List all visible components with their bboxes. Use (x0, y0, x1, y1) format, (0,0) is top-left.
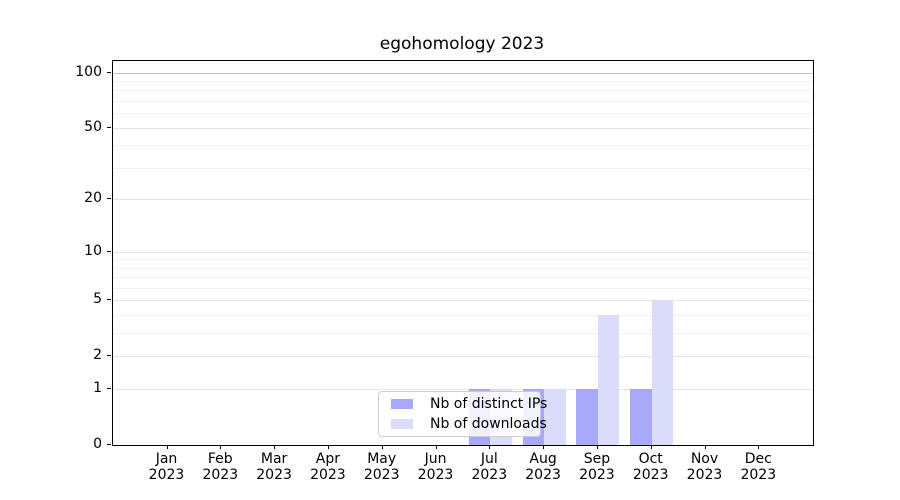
y-tick-label-5: 5 (93, 291, 102, 308)
x-tick-label-jun: Jun 2023 (417, 451, 454, 483)
gridline-y-20 (113, 199, 813, 201)
bar-nb-of-distinct-ips-oct (630, 389, 652, 445)
gridline-y-30 (113, 167, 813, 169)
x-tick-label-apr: Apr 2023 (310, 451, 346, 483)
x-tick-mark-oct (650, 445, 652, 449)
x-tick-label-may: May 2023 (363, 451, 400, 483)
gridline-y-6 (113, 288, 813, 289)
y-tick-label-2: 2 (93, 347, 102, 364)
x-tick-mark-mar (274, 445, 276, 449)
gridline-y-40 (113, 145, 813, 147)
x-tick-mark-jul (489, 445, 491, 449)
gridline-y-1 (113, 389, 813, 391)
gridline-y-70 (113, 101, 813, 102)
gridline-y-9 (113, 259, 813, 261)
x-tick-mark-nov (704, 445, 706, 449)
y-tick-mark-20 (107, 198, 111, 200)
x-tick-mark-sep (596, 445, 598, 449)
x-tick-label-jul: Jul 2023 (471, 451, 508, 483)
gridline-y-5 (113, 300, 813, 302)
y-tick-mark-1 (107, 388, 111, 390)
legend-label-distinct-ips: Nb of distinct IPs (430, 396, 548, 412)
x-tick-mark-dec (758, 445, 760, 449)
y-tick-label-20: 20 (84, 190, 102, 207)
x-tick-mark-feb (220, 445, 222, 449)
legend-swatch-downloads (391, 419, 413, 429)
gridline-y-60 (113, 113, 813, 115)
x-tick-label-oct: Oct 2023 (632, 451, 669, 483)
x-tick-mark-aug (543, 445, 545, 449)
gridline-y-7 (113, 277, 813, 279)
gridline-y-80 (113, 90, 813, 92)
chart-title: egohomology 2023 (379, 34, 545, 54)
x-tick-label-dec: Dec 2023 (740, 451, 777, 483)
y-tick-label-0: 0 (93, 436, 102, 452)
y-tick-label-50: 50 (84, 118, 102, 135)
bar-nb-of-downloads-sep (597, 315, 620, 445)
legend-item-distinct-ips: Nb of distinct IPs (385, 394, 547, 414)
x-tick-mark-may (381, 445, 383, 449)
gridline-y-3 (113, 333, 813, 335)
bar-nb-of-downloads-oct (651, 300, 674, 445)
y-tick-mark-10 (107, 250, 111, 252)
x-tick-mark-jun (435, 445, 437, 449)
x-tick-label-feb: Feb 2023 (202, 451, 239, 483)
plot-area: Nb of distinct IPs Nb of downloads (112, 60, 814, 446)
bar-nb-of-distinct-ips-sep (576, 389, 598, 445)
y-tick-label-10: 10 (84, 242, 102, 259)
x-tick-label-nov: Nov 2023 (686, 451, 723, 483)
gridline-y-8 (113, 267, 813, 269)
y-tick-mark-50 (107, 126, 111, 128)
x-tick-label-aug: Aug 2023 (525, 451, 561, 483)
x-tick-label-sep: Sep 2023 (579, 451, 615, 483)
gridline-y-10 (113, 251, 813, 253)
y-tick-mark-2 (107, 355, 111, 357)
x-tick-label-jan: Jan 2023 (148, 451, 185, 483)
gridline-y-100 (113, 72, 813, 74)
y-tick-label-1: 1 (93, 380, 102, 397)
x-tick-mark-apr (327, 445, 329, 449)
legend-label-downloads: Nb of downloads (430, 416, 547, 432)
y-tick-mark-5 (107, 299, 111, 301)
gridline-y-2 (113, 356, 813, 358)
bar-nb-of-downloads-aug (544, 389, 566, 445)
gridline-y-4 (113, 315, 813, 317)
legend-swatch-distinct-ips (391, 399, 413, 409)
x-tick-mark-jan (166, 445, 168, 449)
y-tick-mark-100 (107, 71, 111, 73)
gridline-y-50 (113, 127, 813, 129)
y-tick-label-100: 100 (75, 63, 102, 80)
x-tick-label-mar: Mar 2023 (256, 451, 292, 483)
legend-item-downloads: Nb of downloads (385, 414, 547, 434)
legend: Nb of distinct IPs Nb of downloads (378, 391, 547, 437)
y-tick-mark-0 (107, 444, 111, 445)
gridline-y-90 (113, 81, 813, 82)
